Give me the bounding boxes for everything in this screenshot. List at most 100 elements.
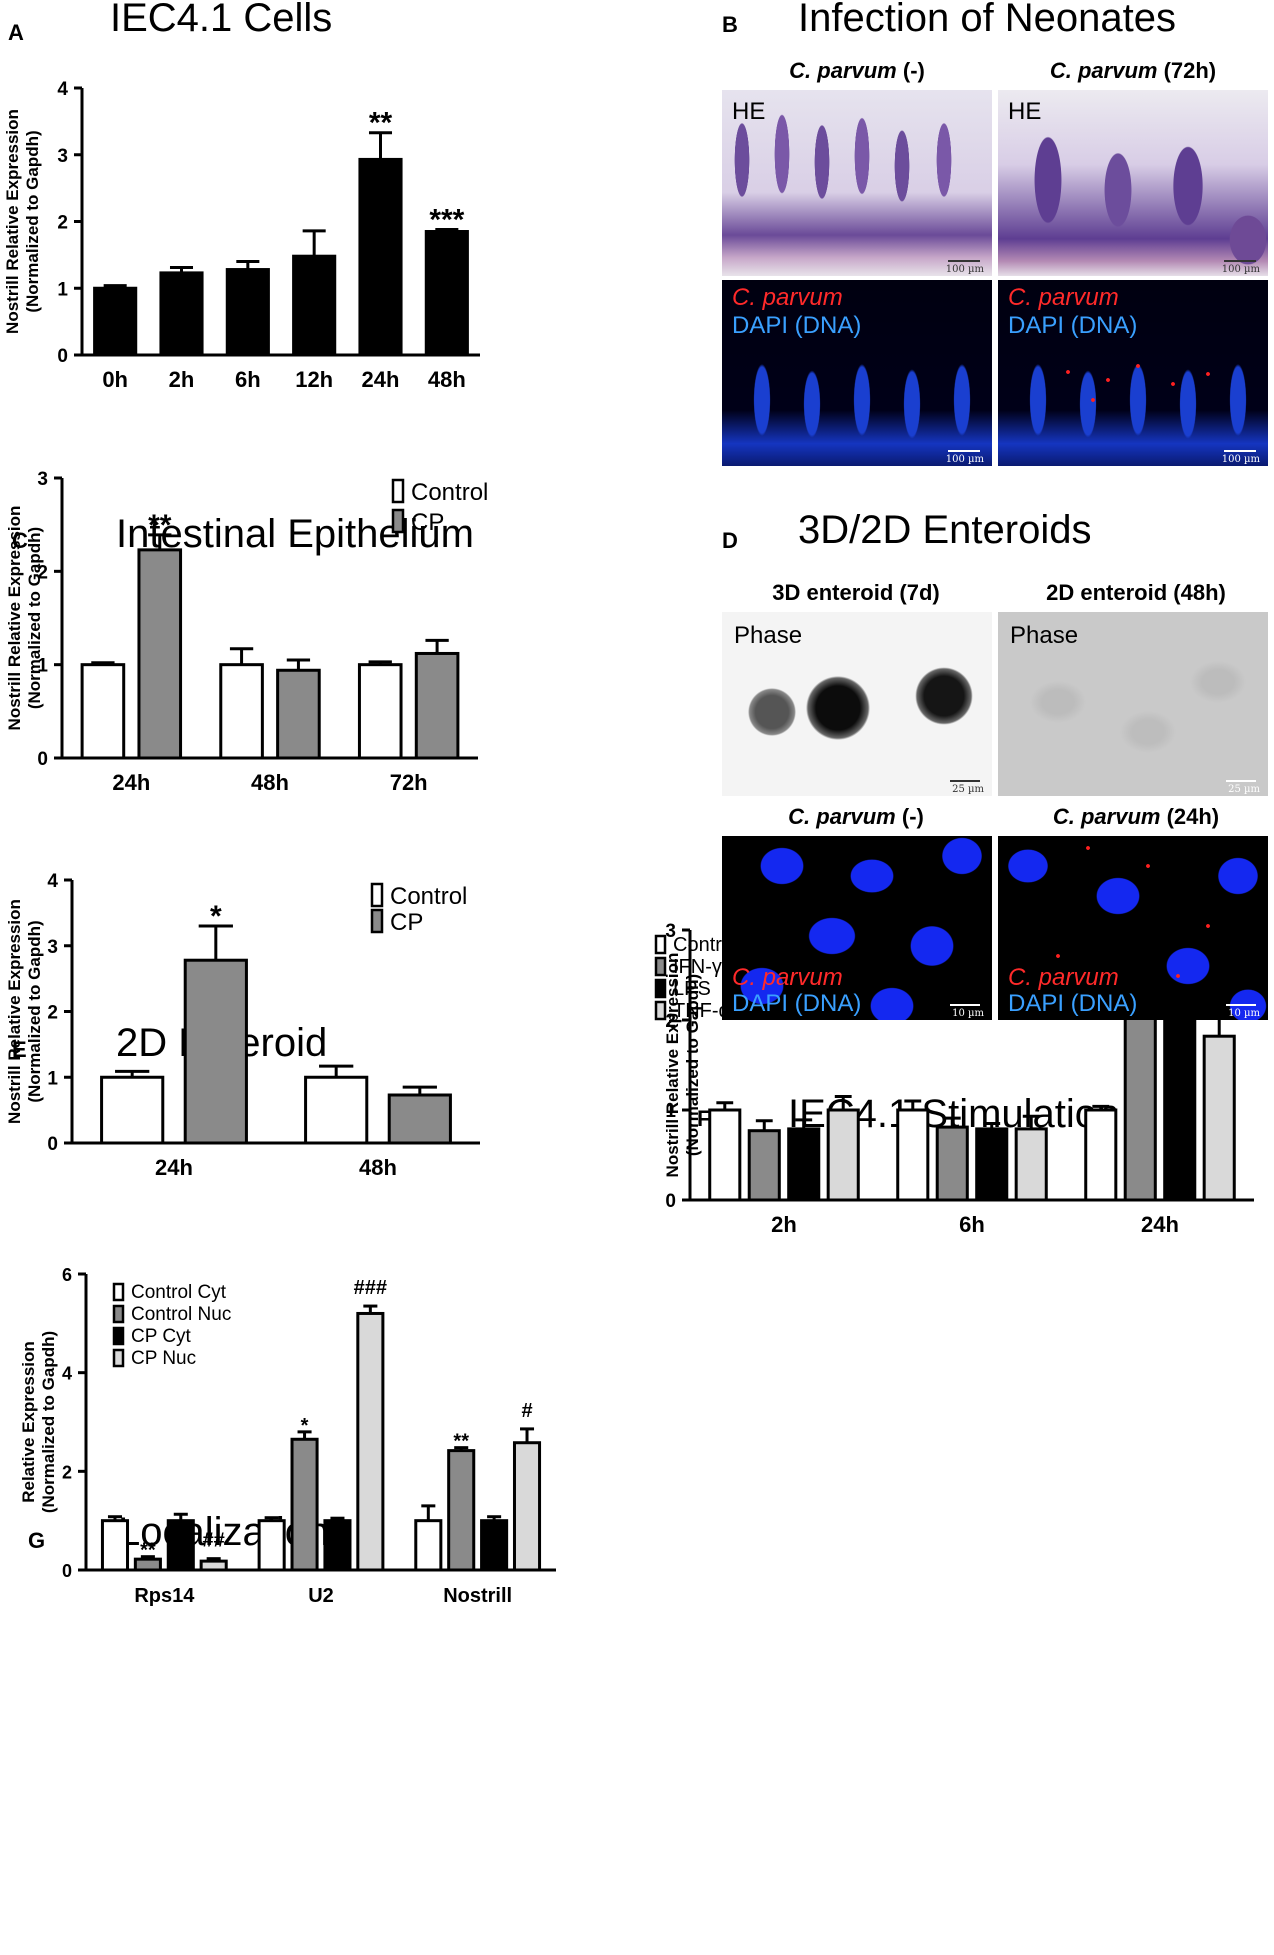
cparvum-stain-label-3: C. parvum bbox=[732, 964, 843, 991]
bar bbox=[292, 254, 337, 357]
bar bbox=[100, 1519, 130, 1572]
bar bbox=[1163, 1012, 1197, 1202]
bar bbox=[1202, 1034, 1236, 1202]
chart-a: 0 1 2 3 4 Nostrill Relative Expression (Normal… bbox=[3, 79, 480, 392]
legend-label: Control Nuc bbox=[131, 1304, 231, 1325]
y-tick-label: 3 bbox=[665, 921, 676, 942]
category-label: 48h bbox=[251, 770, 289, 795]
cparvum-stain-label-2: C. parvum bbox=[1008, 284, 1119, 311]
bar bbox=[1014, 1127, 1048, 1202]
y-tick-label: 2 bbox=[47, 1003, 58, 1024]
bar bbox=[424, 230, 469, 357]
y-tick-label: 2 bbox=[57, 213, 68, 234]
y-tick-label: 0 bbox=[57, 346, 68, 367]
phase-image-3d: Phase 25 µm bbox=[722, 612, 992, 796]
phase-label: Phase bbox=[734, 622, 803, 649]
y-axis-label: Nostrill Relative Expression bbox=[5, 899, 24, 1124]
category-label: 6h bbox=[235, 367, 261, 392]
legend-swatch bbox=[112, 1304, 125, 1324]
legend-swatch bbox=[654, 978, 667, 999]
y-tick-label: 4 bbox=[47, 871, 58, 892]
legend-swatch bbox=[370, 882, 384, 908]
bar bbox=[356, 1311, 385, 1572]
dapi-stain-label-3: DAPI (DNA) bbox=[732, 990, 862, 1017]
bar bbox=[708, 1108, 742, 1202]
bar bbox=[414, 1519, 443, 1572]
bar bbox=[323, 1519, 352, 1572]
significance-label: ### bbox=[354, 1277, 387, 1299]
he-image-uninfected: HE 100 µm bbox=[722, 90, 992, 276]
legend-label: CP Cyt bbox=[131, 1326, 192, 1347]
panel-d-title: 3D/2D Enteroids bbox=[798, 508, 1092, 552]
y-tick-label: 2 bbox=[37, 562, 48, 583]
panel-b-col2-header: C. parvum (72h) bbox=[1049, 58, 1217, 83]
legend-label: LPS bbox=[673, 978, 711, 1000]
bar bbox=[414, 651, 460, 760]
cparvum-stain-label: C. parvum bbox=[732, 284, 843, 311]
panel-b-title: Infection of Neonates bbox=[798, 0, 1177, 40]
category-label: 48h bbox=[428, 367, 466, 392]
bar bbox=[219, 663, 264, 760]
bar bbox=[935, 1125, 969, 1202]
category-label: Rps14 bbox=[134, 1585, 195, 1607]
y-tick-label: 3 bbox=[37, 469, 48, 490]
significance-label: ** bbox=[140, 1540, 156, 1562]
he-label: HE bbox=[732, 98, 766, 125]
phase-image-2d: Phase 25 µm bbox=[998, 612, 1268, 796]
category-label: 24h bbox=[112, 770, 150, 795]
panel-d-row2-col2-header: C. parvum (24h) bbox=[1052, 804, 1220, 829]
y-tick-label: 4 bbox=[62, 1364, 72, 1384]
legend-swatch bbox=[112, 1282, 125, 1302]
legend-swatch bbox=[654, 1000, 667, 1021]
bar bbox=[787, 1127, 821, 1202]
y-axis-label-sub: (Normalized to Gapdh) bbox=[25, 527, 44, 709]
y-axis-label: Relative Expression bbox=[19, 1341, 38, 1503]
panel-letter-e: E bbox=[12, 1037, 27, 1062]
legend-label: CP bbox=[411, 509, 444, 536]
panel-b-col1-header: C. parvum (-) bbox=[789, 58, 925, 83]
y-tick-label: 3 bbox=[47, 937, 58, 958]
y-tick-label: 1 bbox=[57, 279, 68, 300]
bar bbox=[747, 1129, 781, 1202]
category-label: 24h bbox=[362, 367, 400, 392]
category-label: 2h bbox=[169, 367, 195, 392]
bar bbox=[512, 1441, 542, 1572]
bar bbox=[290, 1437, 319, 1572]
category-label: 0h bbox=[102, 367, 128, 392]
y-tick-label: 1 bbox=[37, 656, 48, 677]
panel-letter-b: B bbox=[722, 12, 738, 37]
bar bbox=[225, 268, 270, 357]
bar bbox=[304, 1075, 369, 1145]
bar bbox=[1123, 1010, 1157, 1202]
chart-g: 0 2 4 6 Relative Expression (Normalized to Ga… bbox=[19, 1265, 556, 1607]
panel-letter-d: D bbox=[722, 528, 738, 553]
panel-letter-c: C bbox=[12, 528, 28, 553]
panel-d-col2-header: 2D enteroid (48h) bbox=[1046, 580, 1226, 605]
significance-label: ## bbox=[203, 1530, 225, 1552]
legend-swatch bbox=[370, 908, 384, 934]
significance-label: # bbox=[521, 1400, 532, 1422]
legend-swatch bbox=[112, 1326, 125, 1346]
bar bbox=[137, 548, 183, 760]
he-label-2: HE bbox=[1008, 98, 1042, 125]
legend-label: IFN-γ bbox=[673, 956, 722, 978]
bar bbox=[480, 1519, 509, 1572]
dapi-stain-label-2: DAPI (DNA) bbox=[1008, 312, 1138, 339]
bar bbox=[159, 271, 204, 357]
panel-a-title: IEC4.1 Cells bbox=[110, 0, 333, 40]
category-label: 24h bbox=[1141, 1212, 1179, 1237]
y-axis-label-sub: (Normalized to Gapdh) bbox=[23, 130, 42, 312]
bar bbox=[257, 1519, 286, 1572]
y-tick-label: 6 bbox=[62, 1265, 72, 1285]
bar bbox=[166, 1519, 195, 1572]
dapi-stain-label: DAPI (DNA) bbox=[732, 312, 862, 339]
bar bbox=[276, 668, 321, 760]
y-tick-label: 0 bbox=[47, 1134, 58, 1155]
bar bbox=[975, 1127, 1009, 1202]
legend-label: TNF-α bbox=[673, 1000, 730, 1022]
y-axis-label: Nostrill Relative Expression bbox=[663, 953, 682, 1178]
y-axis-label-sub: (Normalized to Gapdh) bbox=[25, 920, 44, 1102]
legend-label: Control bbox=[390, 883, 467, 910]
significance-label: ** bbox=[148, 509, 172, 542]
panel-letter-g: G bbox=[28, 1528, 46, 1553]
